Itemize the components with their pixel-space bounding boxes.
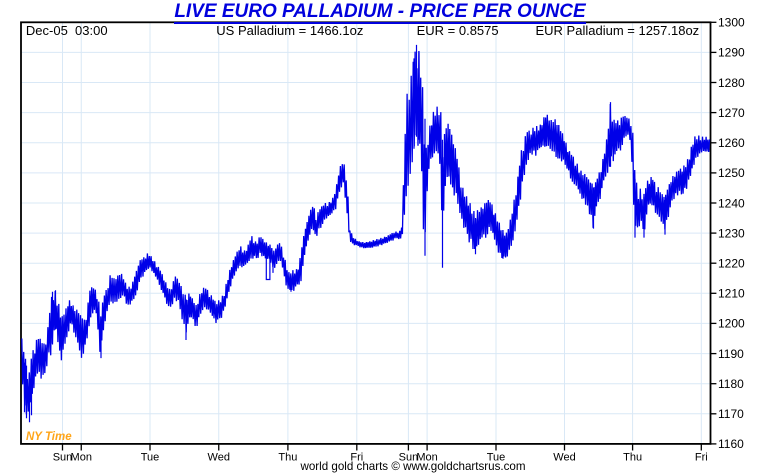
svg-text:Fri: Fri — [695, 452, 708, 464]
svg-text:Sun: Sun — [399, 452, 419, 464]
svg-text:1220: 1220 — [718, 257, 745, 271]
svg-text:1300: 1300 — [718, 16, 745, 30]
svg-text:Thu: Thu — [278, 452, 297, 464]
svg-text:1250: 1250 — [718, 166, 745, 180]
svg-text:Sun: Sun — [53, 452, 73, 464]
svg-text:Wed: Wed — [208, 452, 230, 464]
svg-text:Mon: Mon — [71, 452, 92, 464]
svg-text:1280: 1280 — [718, 76, 745, 90]
svg-text:1190: 1190 — [718, 347, 744, 361]
svg-text:1290: 1290 — [718, 46, 745, 60]
svg-text:Fri: Fri — [350, 452, 363, 464]
svg-text:1230: 1230 — [718, 226, 745, 240]
svg-text:Mon: Mon — [416, 452, 437, 464]
svg-text:1180: 1180 — [718, 377, 744, 391]
svg-text:Tue: Tue — [141, 452, 160, 464]
svg-text:Thu: Thu — [623, 452, 642, 464]
svg-text:1160: 1160 — [718, 437, 744, 451]
svg-text:1170: 1170 — [718, 407, 744, 421]
svg-text:Tue: Tue — [487, 452, 506, 464]
svg-text:1240: 1240 — [718, 196, 745, 210]
svg-text:1270: 1270 — [718, 106, 745, 120]
svg-text:1200: 1200 — [718, 317, 745, 331]
svg-text:1210: 1210 — [718, 287, 745, 301]
svg-text:Wed: Wed — [553, 452, 575, 464]
svg-text:1260: 1260 — [718, 136, 745, 150]
